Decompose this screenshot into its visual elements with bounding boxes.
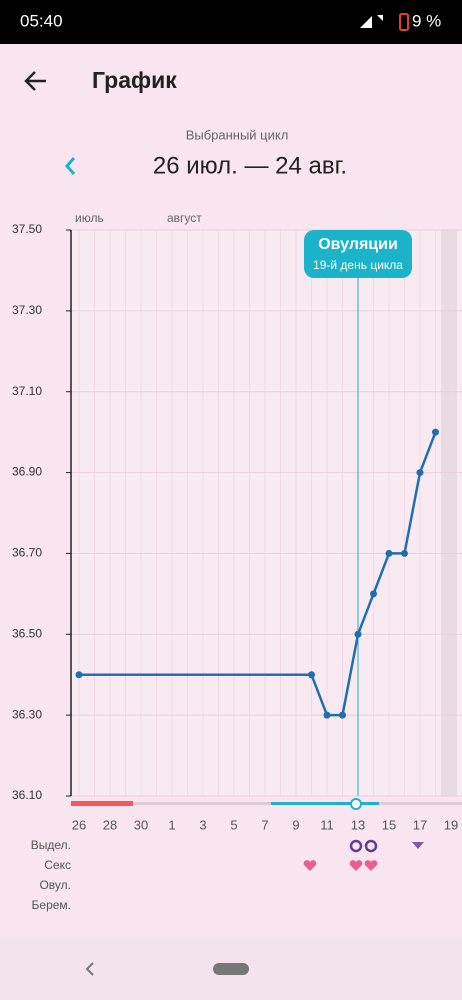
- signal-icons: [360, 15, 383, 28]
- nav-home[interactable]: [213, 963, 249, 975]
- y-tick-label: 36.90: [12, 465, 42, 479]
- x-tick-label: 17: [413, 817, 427, 832]
- status-time: 05:40: [20, 11, 63, 30]
- temperature-point: [370, 590, 377, 598]
- temperature-point: [401, 549, 408, 557]
- y-tick-label: 37.50: [12, 222, 42, 236]
- y-tick-label: 36.50: [12, 626, 42, 640]
- period-bar: [71, 801, 133, 806]
- sex-icon: [303, 860, 317, 871]
- sex-icon: [364, 860, 378, 871]
- chart: 36.10 36.30 36.50 36.70 36.90 37.10 37.30 37.50…: [12, 211, 462, 832]
- x-tick-label: 28: [103, 817, 117, 832]
- temperature-point: [416, 469, 424, 477]
- y-tick-label: 36.10: [12, 788, 42, 802]
- battery-icon: [399, 13, 409, 31]
- plot-area: [72, 230, 462, 796]
- cycle-caption: Выбранный цикл: [186, 127, 289, 142]
- x-tick-label: 11: [320, 817, 334, 832]
- ovulation-subtitle: 19-й день цикла: [313, 258, 403, 272]
- status-battery: 9 %: [412, 11, 441, 30]
- row-label: Овул.: [39, 878, 71, 892]
- x-tick-label: 9: [292, 817, 299, 832]
- x-tick-label: 1: [168, 817, 175, 832]
- temperature-point: [339, 711, 346, 719]
- x-tick-label: 15: [382, 817, 396, 832]
- x-tick-label: 19: [444, 817, 458, 832]
- temperature-line: [79, 431, 437, 717]
- temperature-point: [385, 549, 393, 557]
- ovulation-badge: [304, 230, 412, 278]
- discharge-icon: [364, 839, 378, 853]
- temperature-point: [432, 428, 439, 436]
- temperature-point: [354, 630, 362, 638]
- month-label: август: [167, 211, 202, 225]
- y-tick-label: 37.10: [12, 384, 42, 398]
- discharge-icon: [412, 842, 424, 849]
- cycle-range: 26 июл. — 24 авг.: [153, 152, 347, 179]
- x-tick-label: 26: [72, 817, 86, 832]
- future-region: [441, 230, 457, 796]
- temperature-point: [323, 711, 331, 719]
- month-label: июль: [75, 211, 104, 225]
- row-label: Берем.: [32, 898, 71, 912]
- y-tick-label: 36.30: [12, 707, 42, 721]
- y-tick-label: 37.30: [12, 303, 42, 317]
- temperature-point: [308, 671, 315, 679]
- header-title: График: [92, 67, 177, 93]
- sex-icon: [349, 860, 363, 871]
- x-tick-label: 7: [261, 817, 268, 832]
- status-bar: [0, 0, 462, 44]
- temperature-point: [75, 671, 83, 679]
- x-tick-label: 30: [134, 817, 148, 832]
- nav-back[interactable]: [85, 962, 94, 976]
- ovulation-title: Овуляции: [318, 236, 398, 253]
- y-tick-label: 36.70: [12, 546, 42, 560]
- row-label: Выдел.: [31, 838, 71, 852]
- ovulation-marker: [350, 798, 362, 810]
- x-tick-label: 13: [351, 817, 365, 832]
- fertile-bar: [271, 802, 379, 805]
- discharge-icon: [349, 839, 363, 853]
- x-tick-label: 3: [199, 817, 206, 832]
- back-button[interactable]: [24, 71, 46, 91]
- prev-cycle-button[interactable]: [65, 157, 76, 175]
- row-label: Секс: [44, 858, 71, 872]
- x-tick-label: 5: [230, 817, 237, 832]
- cycle-track: [71, 802, 462, 805]
